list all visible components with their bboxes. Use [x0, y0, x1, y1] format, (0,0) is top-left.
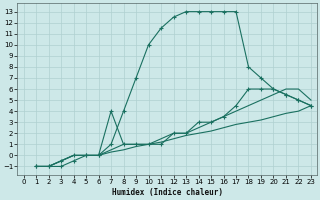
X-axis label: Humidex (Indice chaleur): Humidex (Indice chaleur) — [112, 188, 223, 197]
